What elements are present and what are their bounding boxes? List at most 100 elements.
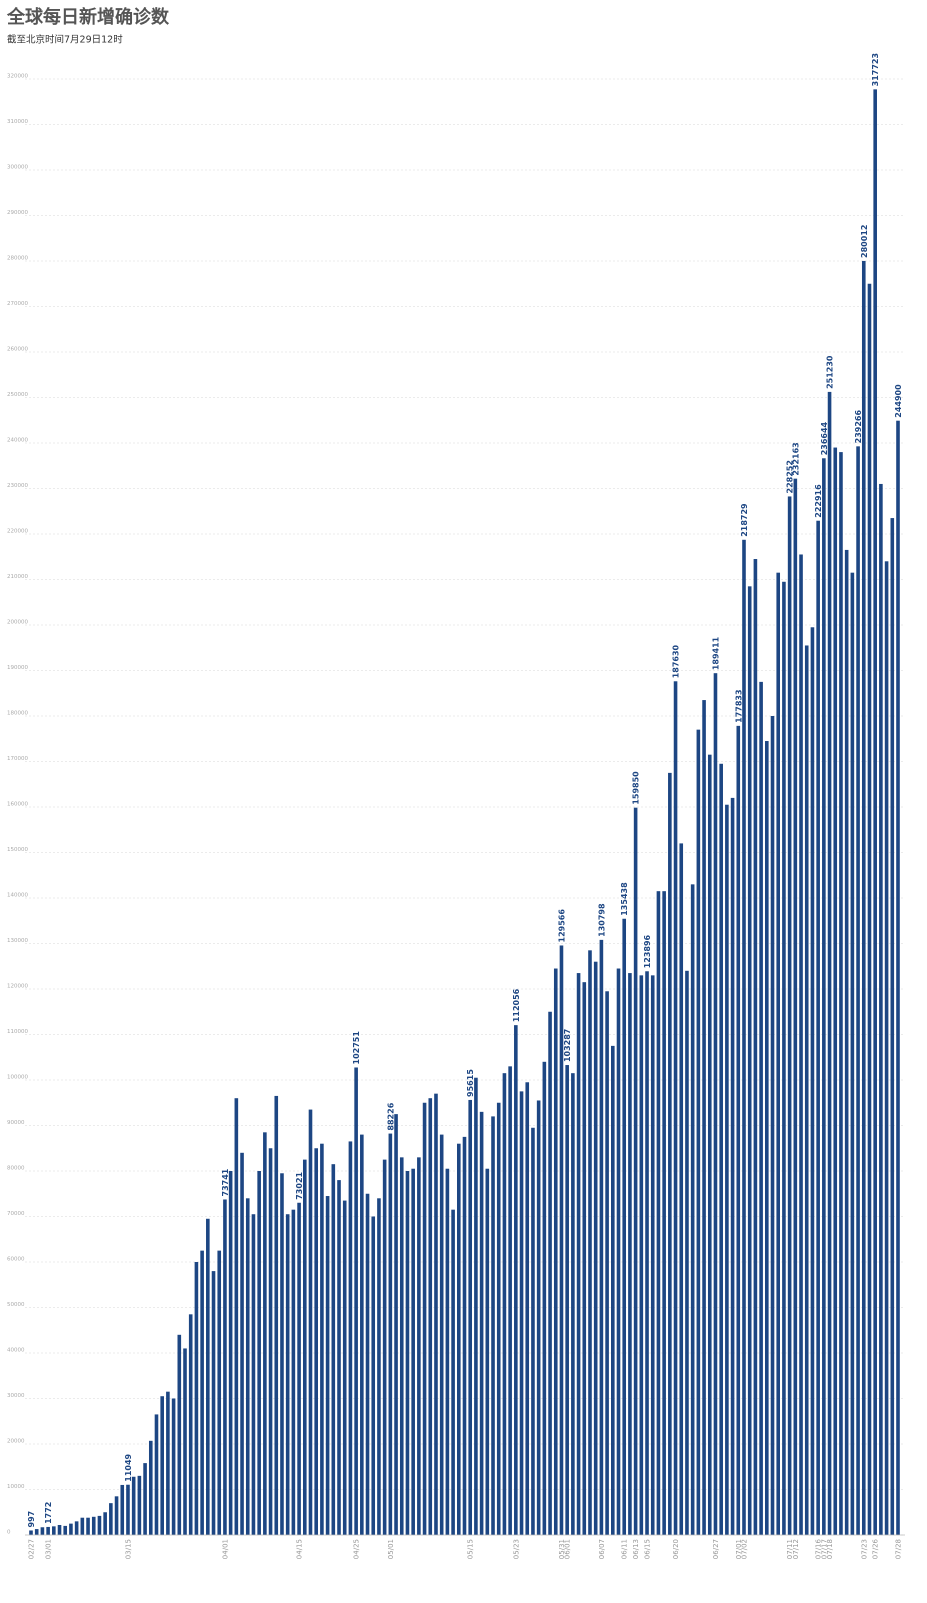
value-label: 222916: [814, 484, 823, 518]
y-tick-label: 140000: [7, 893, 28, 899]
bar: [240, 1152, 244, 1535]
bar: [645, 971, 649, 1535]
bar: [559, 945, 564, 1535]
bar: [879, 483, 883, 1536]
x-tick-label: 06/07: [598, 1539, 606, 1559]
bar: [428, 1098, 433, 1535]
bar: [445, 1168, 450, 1535]
bar: [131, 1476, 136, 1535]
value-label: 103287: [563, 1029, 572, 1062]
bar: [804, 645, 809, 1535]
y-tick-label: 310000: [7, 119, 28, 125]
bar: [456, 1143, 461, 1535]
value-label: 95615: [466, 1069, 475, 1097]
x-tick-label: 03/01: [45, 1539, 53, 1559]
bar: [514, 1025, 518, 1535]
value-label: 218729: [740, 503, 749, 537]
bar: [810, 627, 815, 1535]
bar: [816, 520, 820, 1535]
bar: [496, 1102, 501, 1535]
bar: [137, 1475, 142, 1535]
y-tick-label: 180000: [7, 711, 28, 717]
bar: [468, 1099, 473, 1535]
y-tick-label: 30000: [7, 1393, 25, 1399]
bar: [787, 496, 792, 1536]
bar: [662, 891, 666, 1535]
y-tick-label: 20000: [7, 1439, 25, 1445]
bar: [696, 729, 701, 1535]
bar: [268, 1148, 273, 1535]
bar: [856, 446, 860, 1535]
y-tick-label: 320000: [7, 74, 28, 80]
value-label: 187630: [672, 644, 681, 678]
bar: [736, 725, 741, 1535]
y-tick-label: 170000: [7, 756, 28, 762]
bar: [297, 1202, 301, 1535]
x-tick-label: 07/17: [820, 1539, 828, 1559]
y-tick-label: 300000: [7, 165, 28, 171]
bar: [194, 1262, 199, 1535]
bar: [371, 1216, 376, 1535]
bar: [388, 1133, 393, 1535]
x-tick-label: 06/20: [672, 1539, 680, 1559]
value-label: 228252: [786, 460, 795, 493]
x-tick-label: 04/25: [353, 1539, 361, 1559]
bar: [759, 681, 763, 1535]
y-tick-label: 260000: [7, 347, 28, 353]
bar: [114, 1496, 119, 1535]
bar: [411, 1168, 415, 1535]
bar: [633, 807, 638, 1535]
bar: [565, 1065, 569, 1535]
y-tick-label: 50000: [7, 1302, 25, 1308]
bar: [873, 89, 877, 1535]
bar: [753, 559, 758, 1535]
bar: [462, 1136, 467, 1535]
x-tick-label: 06/11: [621, 1539, 629, 1559]
x-tick-label: 02/27: [28, 1539, 36, 1559]
bar: [171, 1398, 176, 1535]
bar: [69, 1523, 73, 1535]
bar: [896, 420, 900, 1536]
bar: [725, 804, 729, 1535]
y-tick-label: 230000: [7, 483, 28, 489]
bar: [730, 797, 735, 1535]
bar: [52, 1526, 56, 1535]
value-label: 232163: [791, 442, 800, 475]
bar: [291, 1209, 296, 1535]
y-tick-label: 130000: [7, 938, 28, 944]
x-tick-label: 07/23: [860, 1539, 868, 1559]
bar: [166, 1391, 170, 1535]
value-label: 73741: [221, 1168, 230, 1196]
bar: [417, 1157, 421, 1535]
bar: [548, 1011, 552, 1535]
bar: [588, 950, 592, 1535]
x-tick-label: 07/11: [786, 1539, 794, 1559]
bar: [679, 843, 684, 1535]
value-label: 159850: [632, 771, 641, 805]
bar: [616, 968, 621, 1535]
bar: [91, 1516, 96, 1535]
bar: [474, 1077, 478, 1535]
bar: [342, 1200, 347, 1535]
bar: [302, 1159, 307, 1535]
bar: [422, 1102, 427, 1535]
bar: [867, 283, 872, 1535]
value-label: 997: [27, 1511, 36, 1528]
y-tick-label: 220000: [7, 529, 28, 535]
bar: [126, 1484, 130, 1535]
bar: [377, 1198, 381, 1535]
bar: [536, 1100, 541, 1535]
bar: [206, 1218, 210, 1535]
bar: [508, 1066, 512, 1535]
bar: [40, 1527, 45, 1535]
bar: [228, 1171, 233, 1535]
bar: [257, 1171, 261, 1535]
bar: [611, 1045, 615, 1535]
bar: [365, 1193, 370, 1535]
bar: [354, 1067, 358, 1535]
bar: [702, 700, 706, 1535]
bar: [747, 586, 752, 1535]
bar: [707, 754, 712, 1535]
